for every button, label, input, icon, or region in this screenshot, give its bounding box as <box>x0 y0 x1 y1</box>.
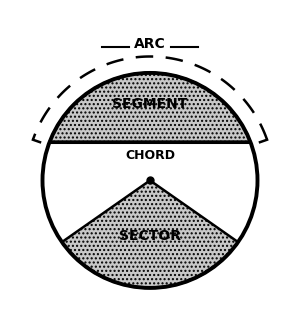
Polygon shape <box>62 180 238 288</box>
Text: SEGMENT: SEGMENT <box>112 97 188 111</box>
Text: CHORD: CHORD <box>125 149 175 162</box>
Text: ARC: ARC <box>134 36 166 50</box>
Text: SECTOR: SECTOR <box>119 229 181 243</box>
Polygon shape <box>50 73 250 142</box>
